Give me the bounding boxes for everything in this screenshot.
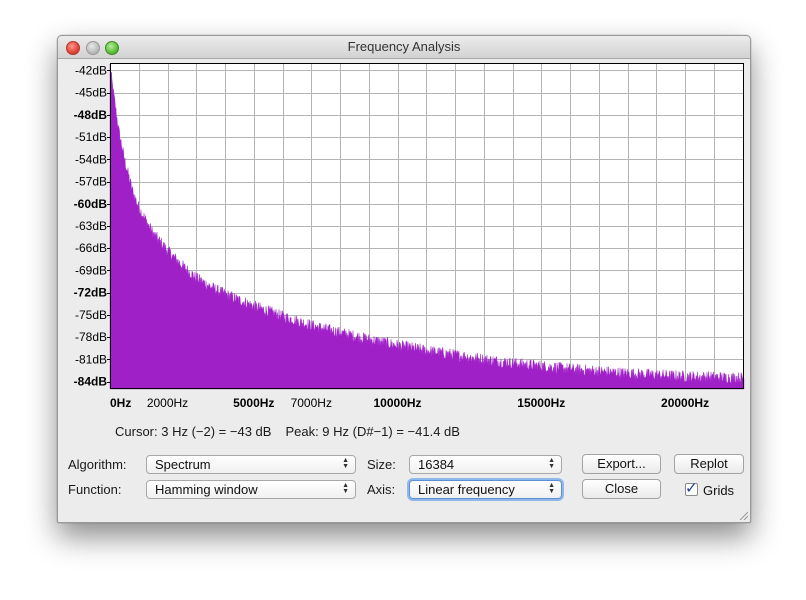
x-tick-label: 5000Hz bbox=[233, 396, 274, 410]
y-tick-label: -69dB bbox=[75, 263, 107, 277]
function-label: Function: bbox=[68, 482, 122, 497]
replot-button[interactable]: Replot bbox=[674, 454, 744, 474]
y-tick-label: -57dB bbox=[75, 175, 107, 189]
close-button[interactable]: Close bbox=[582, 479, 661, 499]
y-tick-label: -54dB bbox=[75, 152, 107, 166]
zoom-window-button[interactable] bbox=[105, 41, 119, 55]
algorithm-select[interactable]: Spectrum ▲ ▼ bbox=[146, 455, 356, 474]
x-tick-label: 0Hz bbox=[110, 396, 131, 410]
cursor-readout: Cursor: 3 Hz (−2) = −43 dB bbox=[115, 424, 272, 439]
x-tick-label: 10000Hz bbox=[374, 396, 422, 410]
window-title: Frequency Analysis bbox=[347, 39, 461, 54]
y-tick-label: -78dB bbox=[75, 330, 107, 344]
y-tick-label: -42dB bbox=[75, 63, 107, 77]
resize-grip-icon[interactable] bbox=[738, 510, 748, 520]
axis-label: Axis: bbox=[367, 482, 396, 497]
close-window-button[interactable] bbox=[66, 41, 80, 55]
y-tick-label: -75dB bbox=[75, 308, 107, 322]
function-select[interactable]: Hamming window ▲ ▼ bbox=[146, 480, 356, 499]
axis-select[interactable]: Linear frequency ▲ ▼ bbox=[409, 480, 562, 499]
spectrum-chart[interactable]: -42dB -45dB -48dB -51dB -54dB -57dB -60dB -63dB… bbox=[58, 59, 750, 419]
x-tick-label: 7000Hz bbox=[291, 396, 332, 410]
select-arrows-icon: ▲ ▼ bbox=[342, 457, 349, 470]
select-arrows-icon: ▲ ▼ bbox=[548, 482, 555, 495]
frequency-analysis-window: Frequency Analysis -42dB -45dB -48dB -51dB -… bbox=[57, 35, 751, 523]
size-select-value: 16384 bbox=[418, 457, 455, 472]
select-arrows-icon: ▲ ▼ bbox=[548, 457, 555, 470]
spectrum-series-area bbox=[109, 64, 745, 390]
y-tick-label: -81dB bbox=[75, 352, 107, 366]
x-tick-label: 2000Hz bbox=[147, 396, 188, 410]
x-tick-label: 15000Hz bbox=[517, 396, 565, 410]
plot-border bbox=[110, 63, 744, 389]
y-tick-label: -48dB bbox=[74, 108, 108, 122]
axis-select-value: Linear frequency bbox=[418, 482, 515, 497]
y-tick-label: -66dB bbox=[75, 241, 107, 255]
checkmark-icon: ✓ bbox=[685, 479, 698, 497]
status-line: Cursor: 3 Hz (−2) = −43 dB Peak: 9 Hz (D#… bbox=[115, 424, 474, 439]
y-tick-label: -51dB bbox=[75, 130, 107, 144]
y-tick-label: -72dB bbox=[74, 286, 108, 300]
y-tick-label: -84dB bbox=[74, 375, 108, 389]
spectrum-plot-area[interactable]: -42dB -45dB -48dB -51dB -54dB -57dB -60dB -63dB… bbox=[58, 59, 750, 419]
export-button[interactable]: Export... bbox=[582, 454, 661, 474]
algorithm-label: Algorithm: bbox=[68, 457, 127, 472]
size-select[interactable]: 16384 ▲ ▼ bbox=[409, 455, 562, 474]
minimize-window-button[interactable] bbox=[86, 41, 100, 55]
y-tick-label: -45dB bbox=[75, 86, 107, 100]
title-bar[interactable]: Frequency Analysis bbox=[58, 36, 750, 59]
function-select-value: Hamming window bbox=[155, 482, 258, 497]
select-arrows-icon: ▲ ▼ bbox=[342, 482, 349, 495]
x-tick-label: 20000Hz bbox=[661, 396, 709, 410]
grids-checkbox[interactable]: ✓ bbox=[685, 479, 698, 497]
grids-checkbox-label[interactable]: Grids bbox=[703, 483, 735, 498]
peak-readout: Peak: 9 Hz (D#−1) = −41.4 dB bbox=[285, 424, 460, 439]
algorithm-select-value: Spectrum bbox=[155, 457, 211, 472]
y-tick-label: -60dB bbox=[74, 197, 108, 211]
y-tick-label: -63dB bbox=[75, 219, 107, 233]
size-label: Size: bbox=[367, 457, 396, 472]
